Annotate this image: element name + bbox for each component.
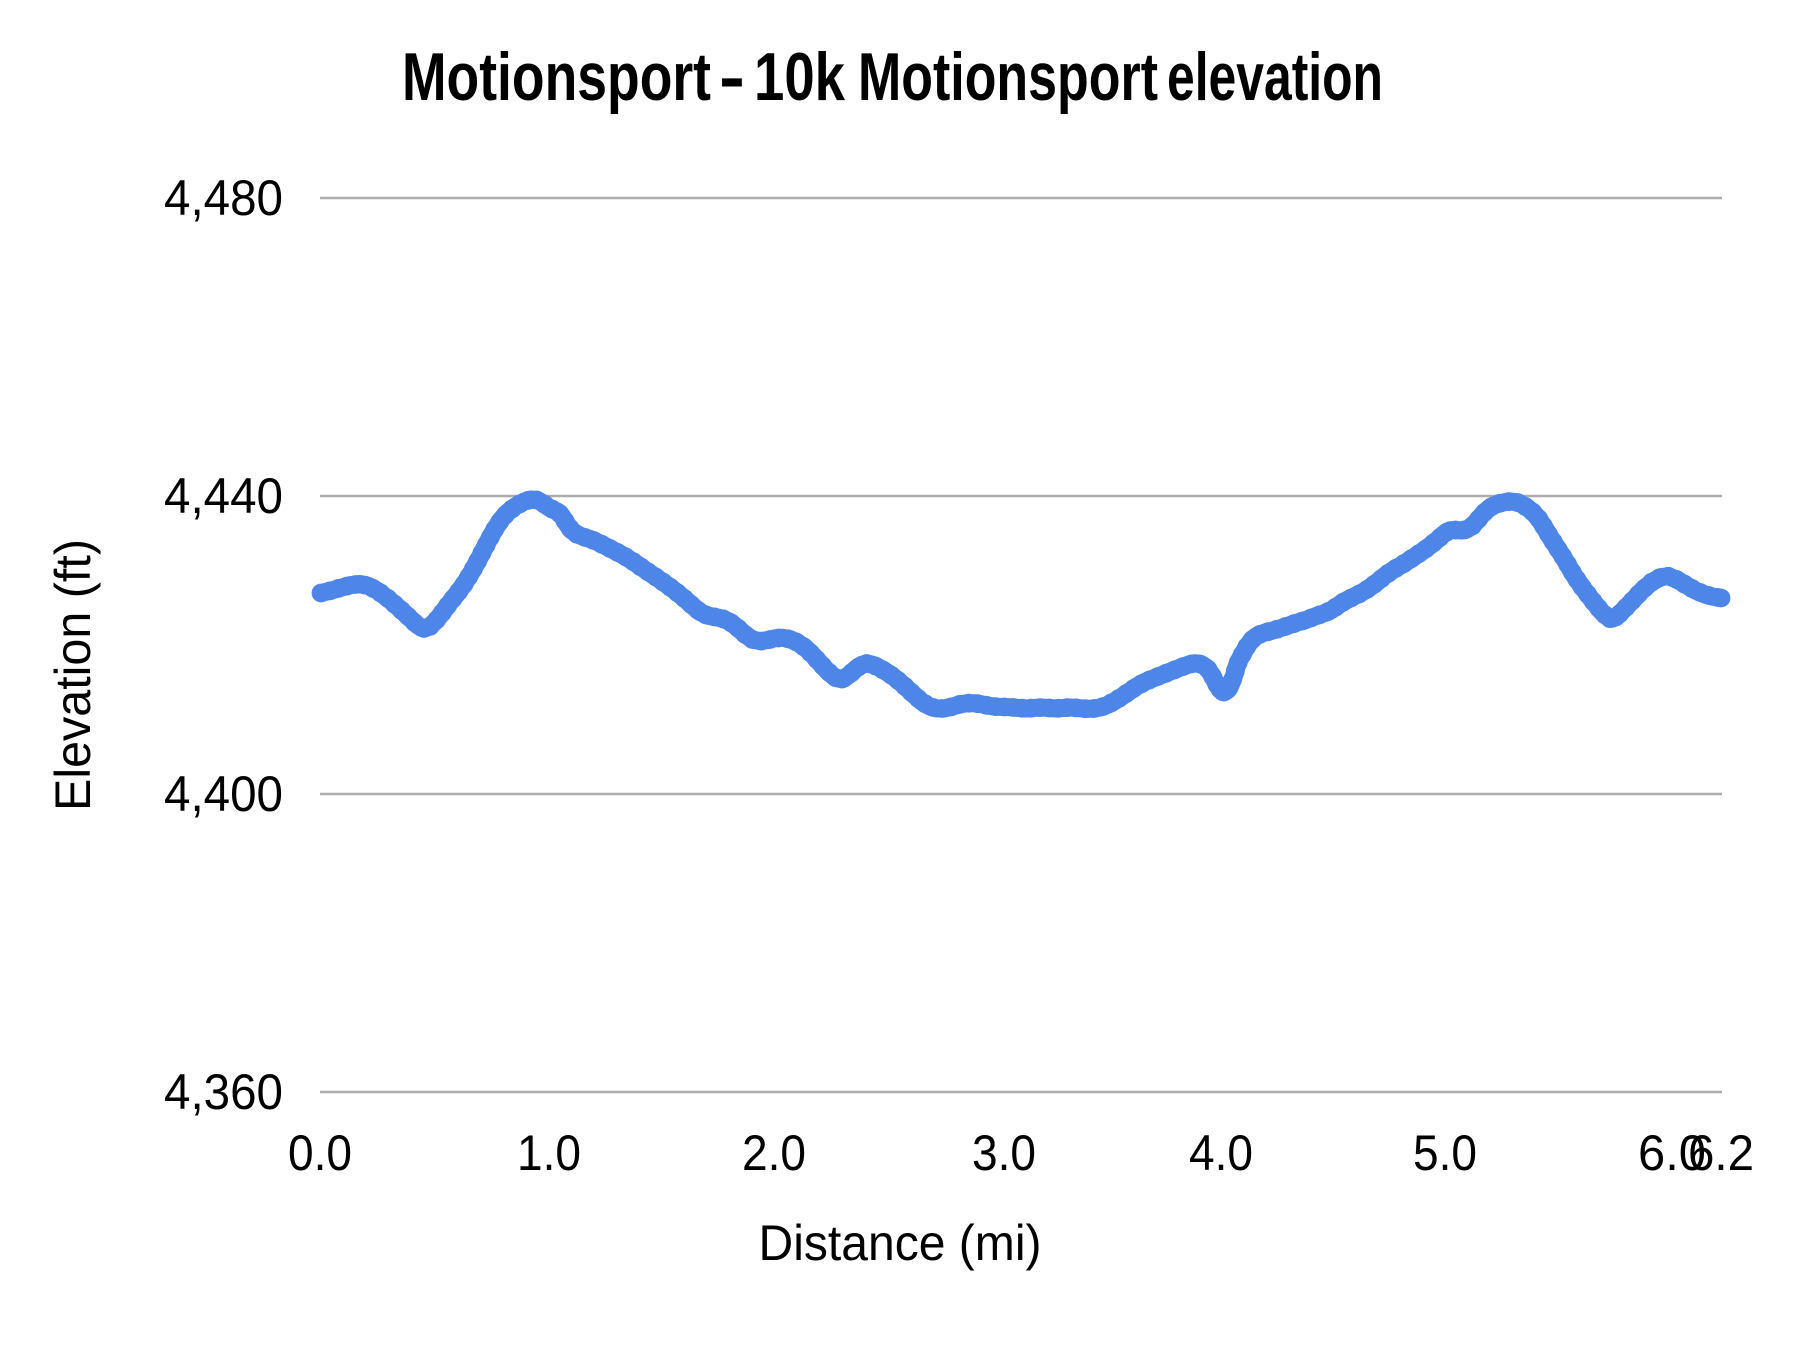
svg-text:4,400: 4,400 (164, 766, 283, 822)
svg-text:6.2: 6.2 (1688, 1125, 1754, 1181)
svg-text:4,360: 4,360 (164, 1064, 283, 1120)
svg-text:Motionsport: Motionsport (858, 39, 1158, 115)
svg-text:4.0: 4.0 (1189, 1125, 1253, 1181)
svg-text:Elevation (ft): Elevation (ft) (45, 539, 101, 811)
svg-text:Distance (mi): Distance (mi) (759, 1215, 1042, 1271)
svg-text:5.0: 5.0 (1413, 1125, 1477, 1181)
svg-text:elevation: elevation (1167, 39, 1383, 115)
svg-text:1.0: 1.0 (517, 1125, 581, 1181)
svg-text:0.0: 0.0 (288, 1125, 352, 1181)
svg-text:-: - (719, 39, 745, 115)
svg-text:6.0: 6.0 (1638, 1125, 1706, 1181)
svg-text:10k: 10k (754, 39, 845, 115)
svg-text:Motionsport: Motionsport (402, 39, 711, 115)
svg-text:4,440: 4,440 (164, 468, 283, 524)
svg-text:4,480: 4,480 (164, 170, 283, 226)
svg-text:3.0: 3.0 (972, 1125, 1036, 1181)
svg-text:2.0: 2.0 (742, 1125, 806, 1181)
